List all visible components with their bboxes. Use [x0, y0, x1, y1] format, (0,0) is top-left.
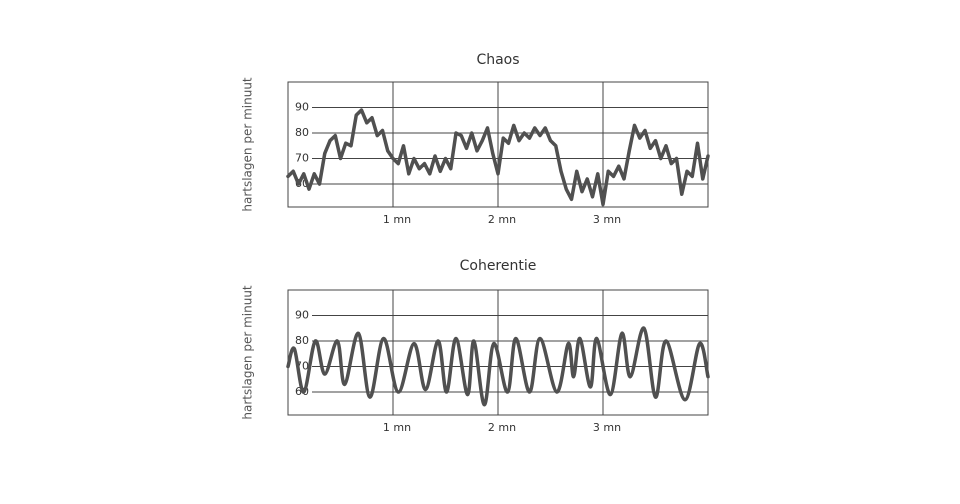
y-axis-label: hartslagen per minuut [241, 285, 255, 420]
heart-rate-line [286, 326, 710, 407]
y-tick-label: 90 [295, 309, 309, 322]
x-tick-label: 1 mn [383, 213, 411, 226]
x-tick-label: 3 mn [593, 421, 621, 434]
x-tick-label: 1 mn [383, 421, 411, 434]
chart-title: Chaos [476, 52, 519, 68]
y-axis-label: hartslagen per minuut [241, 77, 255, 212]
chart-title: Coherentie [460, 258, 537, 274]
y-tick-label: 90 [295, 101, 309, 114]
y-tick-label: 80 [295, 334, 309, 347]
y-tick-label: 80 [295, 126, 309, 139]
x-tick-label: 3 mn [593, 213, 621, 226]
x-tick-label: 2 mn [488, 421, 516, 434]
x-tick-label: 2 mn [488, 213, 516, 226]
y-tick-label: 70 [295, 152, 309, 165]
heart-rate-line [286, 108, 710, 207]
